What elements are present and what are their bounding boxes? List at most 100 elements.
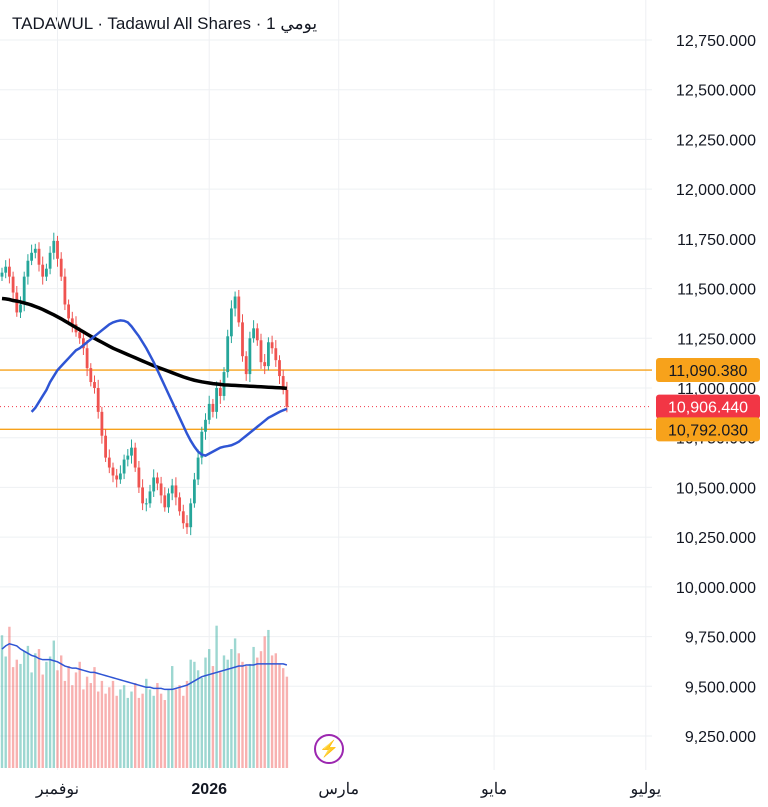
candle-body (167, 493, 170, 508)
volume-bar (71, 685, 74, 768)
candle-body (189, 503, 193, 528)
volume-bar (104, 693, 107, 768)
grid-lines (0, 0, 652, 770)
price-level-lines (0, 369, 652, 431)
volume-bar (37, 649, 41, 768)
volume-bar (74, 672, 78, 768)
moving-averages (1, 296, 288, 457)
volume-bar (200, 677, 203, 768)
candle-body (148, 491, 152, 504)
price-tick-label: 12,250.000 (676, 132, 756, 149)
volume-bar (222, 655, 226, 768)
time-tick-label: 2026 (191, 781, 227, 798)
volume-bar (119, 689, 122, 768)
volume-bar (130, 691, 133, 768)
candle-body (270, 342, 274, 349)
price-tick-label: 12,000.000 (676, 182, 756, 199)
volume-bar (178, 685, 181, 768)
candle-body (107, 457, 111, 468)
candlesticks (0, 232, 289, 536)
volume-average-line (1, 642, 288, 691)
candle-body (82, 338, 85, 349)
candle-body (185, 523, 189, 528)
candle-body (133, 447, 137, 468)
candle-body (274, 348, 278, 361)
volume-bar (15, 659, 18, 768)
candle-body (174, 485, 178, 498)
volume-bar (19, 663, 22, 768)
price-tick-label: 11,500.000 (677, 282, 756, 299)
price-axis[interactable]: 12,750.000 12,500.000 12,250.000 12,000.000… (676, 33, 756, 746)
volume-bar (115, 695, 118, 768)
candle-body (115, 475, 119, 480)
price-tick-label: 10,000.000 (676, 580, 756, 597)
volume-bar (226, 659, 229, 768)
candle-body (255, 328, 259, 341)
volume-bar (108, 687, 111, 768)
volume-bar (171, 666, 174, 768)
candle-body (152, 477, 156, 492)
volume-bar (263, 636, 266, 768)
volume-bar (11, 667, 15, 768)
candle-body (22, 276, 26, 305)
candle-body (259, 340, 263, 363)
candle-body (33, 248, 37, 253)
candle-body (215, 388, 218, 412)
volume-bar (245, 666, 248, 768)
candle-body (85, 348, 89, 369)
candle-body (8, 266, 11, 277)
candle-body (159, 483, 163, 496)
volume-bar (241, 661, 244, 768)
volume-bar (152, 695, 155, 768)
candle-body (233, 296, 237, 309)
price-tick-label: 9,500.000 (685, 679, 756, 696)
time-tick-label: يوليو (629, 781, 661, 798)
price-tick-label: 11,250.000 (677, 331, 756, 348)
volume-bar (137, 697, 141, 768)
candle-body (45, 268, 48, 277)
volume-bar (48, 656, 52, 768)
candle-body (119, 473, 122, 480)
volume-bar (89, 683, 92, 768)
volume-bar (208, 649, 211, 768)
volume-bar (182, 695, 185, 768)
moving-average-short (30, 319, 288, 457)
volume-bar (34, 653, 37, 768)
volume-bar (185, 680, 189, 768)
volume-bar (196, 670, 200, 768)
candle-body (104, 435, 107, 458)
candle-body (37, 248, 41, 265)
volume-bar (93, 667, 96, 768)
volume-bar (85, 676, 89, 768)
price-badge-label: 10,906.440 (668, 400, 748, 417)
price-badges: 11,090.380 10,906.440 10,792.030 (656, 358, 760, 442)
volume-average-path (1, 642, 288, 691)
volume-bar (111, 680, 115, 768)
lightning-icon[interactable]: ⚡ (314, 734, 344, 764)
candle-body (11, 276, 15, 293)
candle-body (122, 459, 126, 474)
candle-body (4, 266, 8, 273)
time-axis[interactable]: نوفمبر 2026 مارس مايو يوليو (35, 781, 661, 798)
price-badge (656, 394, 760, 419)
candle-body (67, 304, 70, 319)
candle-body (19, 304, 22, 313)
candle-body (241, 322, 244, 357)
price-tick-label: 9,250.000 (685, 729, 756, 746)
candle-body (78, 332, 82, 339)
volume-bar (56, 670, 59, 768)
candle-body (200, 431, 204, 458)
volume-bar (63, 680, 67, 768)
volume-bar (163, 700, 166, 768)
candle-body (141, 487, 144, 504)
volume-bar (278, 663, 281, 768)
volume-bar (82, 689, 85, 768)
volume-bar (0, 635, 4, 768)
candle-body (100, 411, 104, 436)
candle-body (144, 503, 148, 505)
candle-body (130, 447, 133, 456)
volume-bar (122, 685, 126, 768)
volume-bar (145, 678, 148, 768)
volume-bar (237, 653, 240, 768)
